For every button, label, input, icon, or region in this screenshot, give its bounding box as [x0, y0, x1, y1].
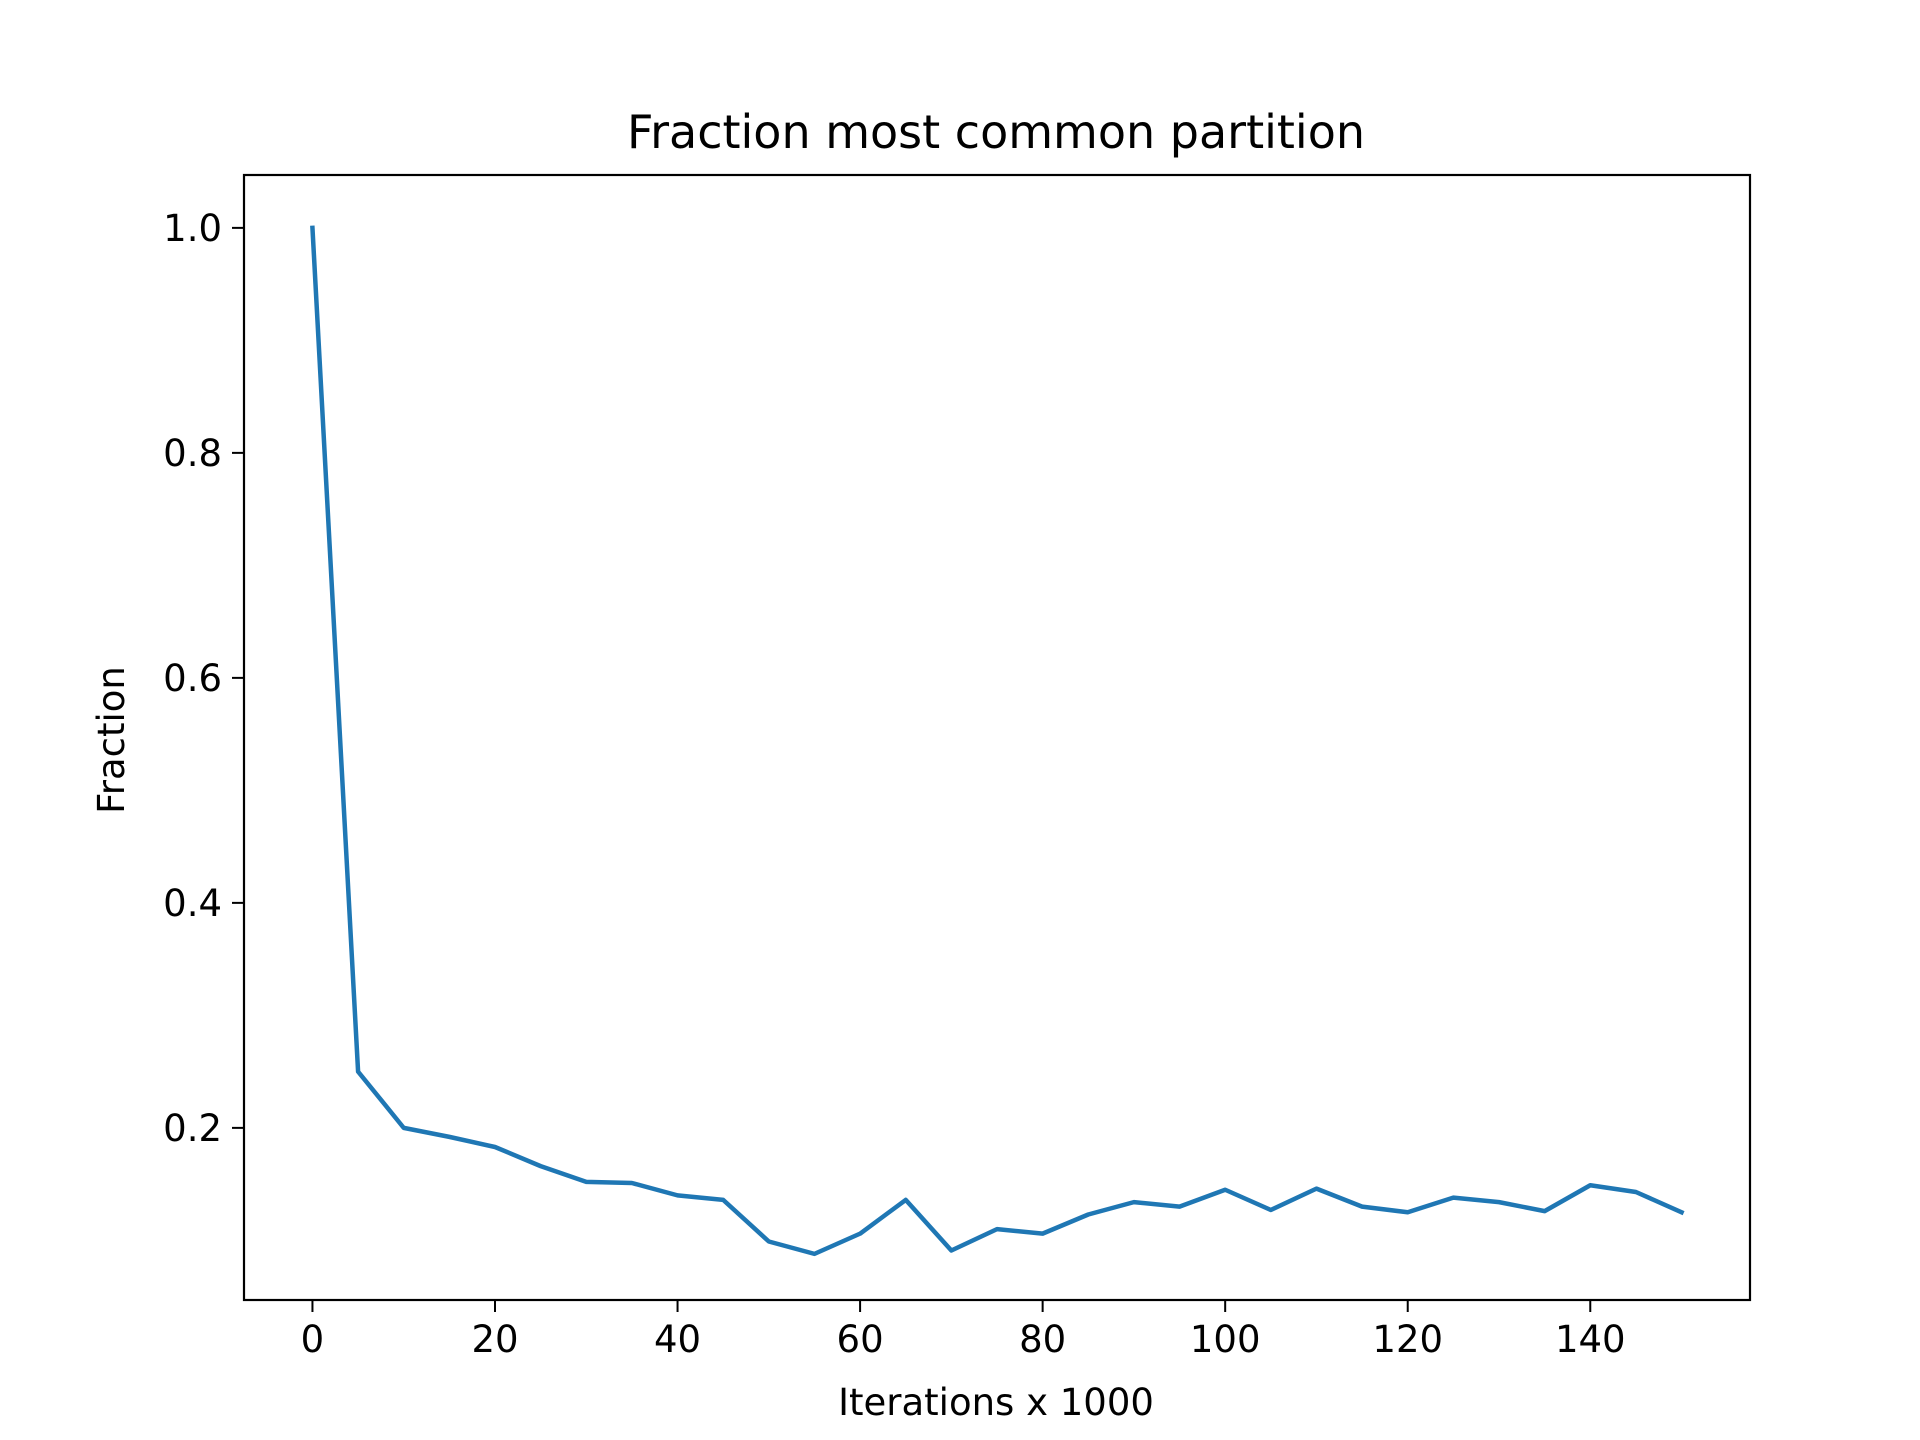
y-axis-label: Fraction: [90, 666, 133, 814]
y-tick-label: 0.4: [163, 882, 222, 925]
x-tick-label: 140: [1555, 1318, 1626, 1361]
x-axis-label: Iterations x 1000: [838, 1381, 1154, 1424]
chart-title: Fraction most common partition: [627, 105, 1365, 159]
series-line-0: [310, 225, 1685, 1257]
x-tick-label: 100: [1190, 1318, 1261, 1361]
x-tick-label: 0: [301, 1318, 325, 1361]
x-tick-label: 60: [837, 1318, 884, 1361]
x-axis: 0 20 40 60 80 100 120 140: [301, 1300, 1626, 1361]
plot-area: [242, 173, 1752, 1302]
x-tick-label: 20: [471, 1318, 518, 1361]
y-tick-label: 0.6: [163, 657, 222, 700]
x-tick-label: 120: [1372, 1318, 1443, 1361]
y-tick-label: 0.2: [163, 1107, 222, 1150]
y-tick-label: 1.0: [163, 207, 222, 250]
x-tick-label: 40: [654, 1318, 701, 1361]
y-tick-label: 0.8: [163, 432, 222, 475]
x-tick-label: 80: [1019, 1318, 1066, 1361]
y-axis: 0.2 0.4 0.6 0.8 1.0: [163, 207, 244, 1150]
plot-frame: [242, 173, 1752, 1302]
